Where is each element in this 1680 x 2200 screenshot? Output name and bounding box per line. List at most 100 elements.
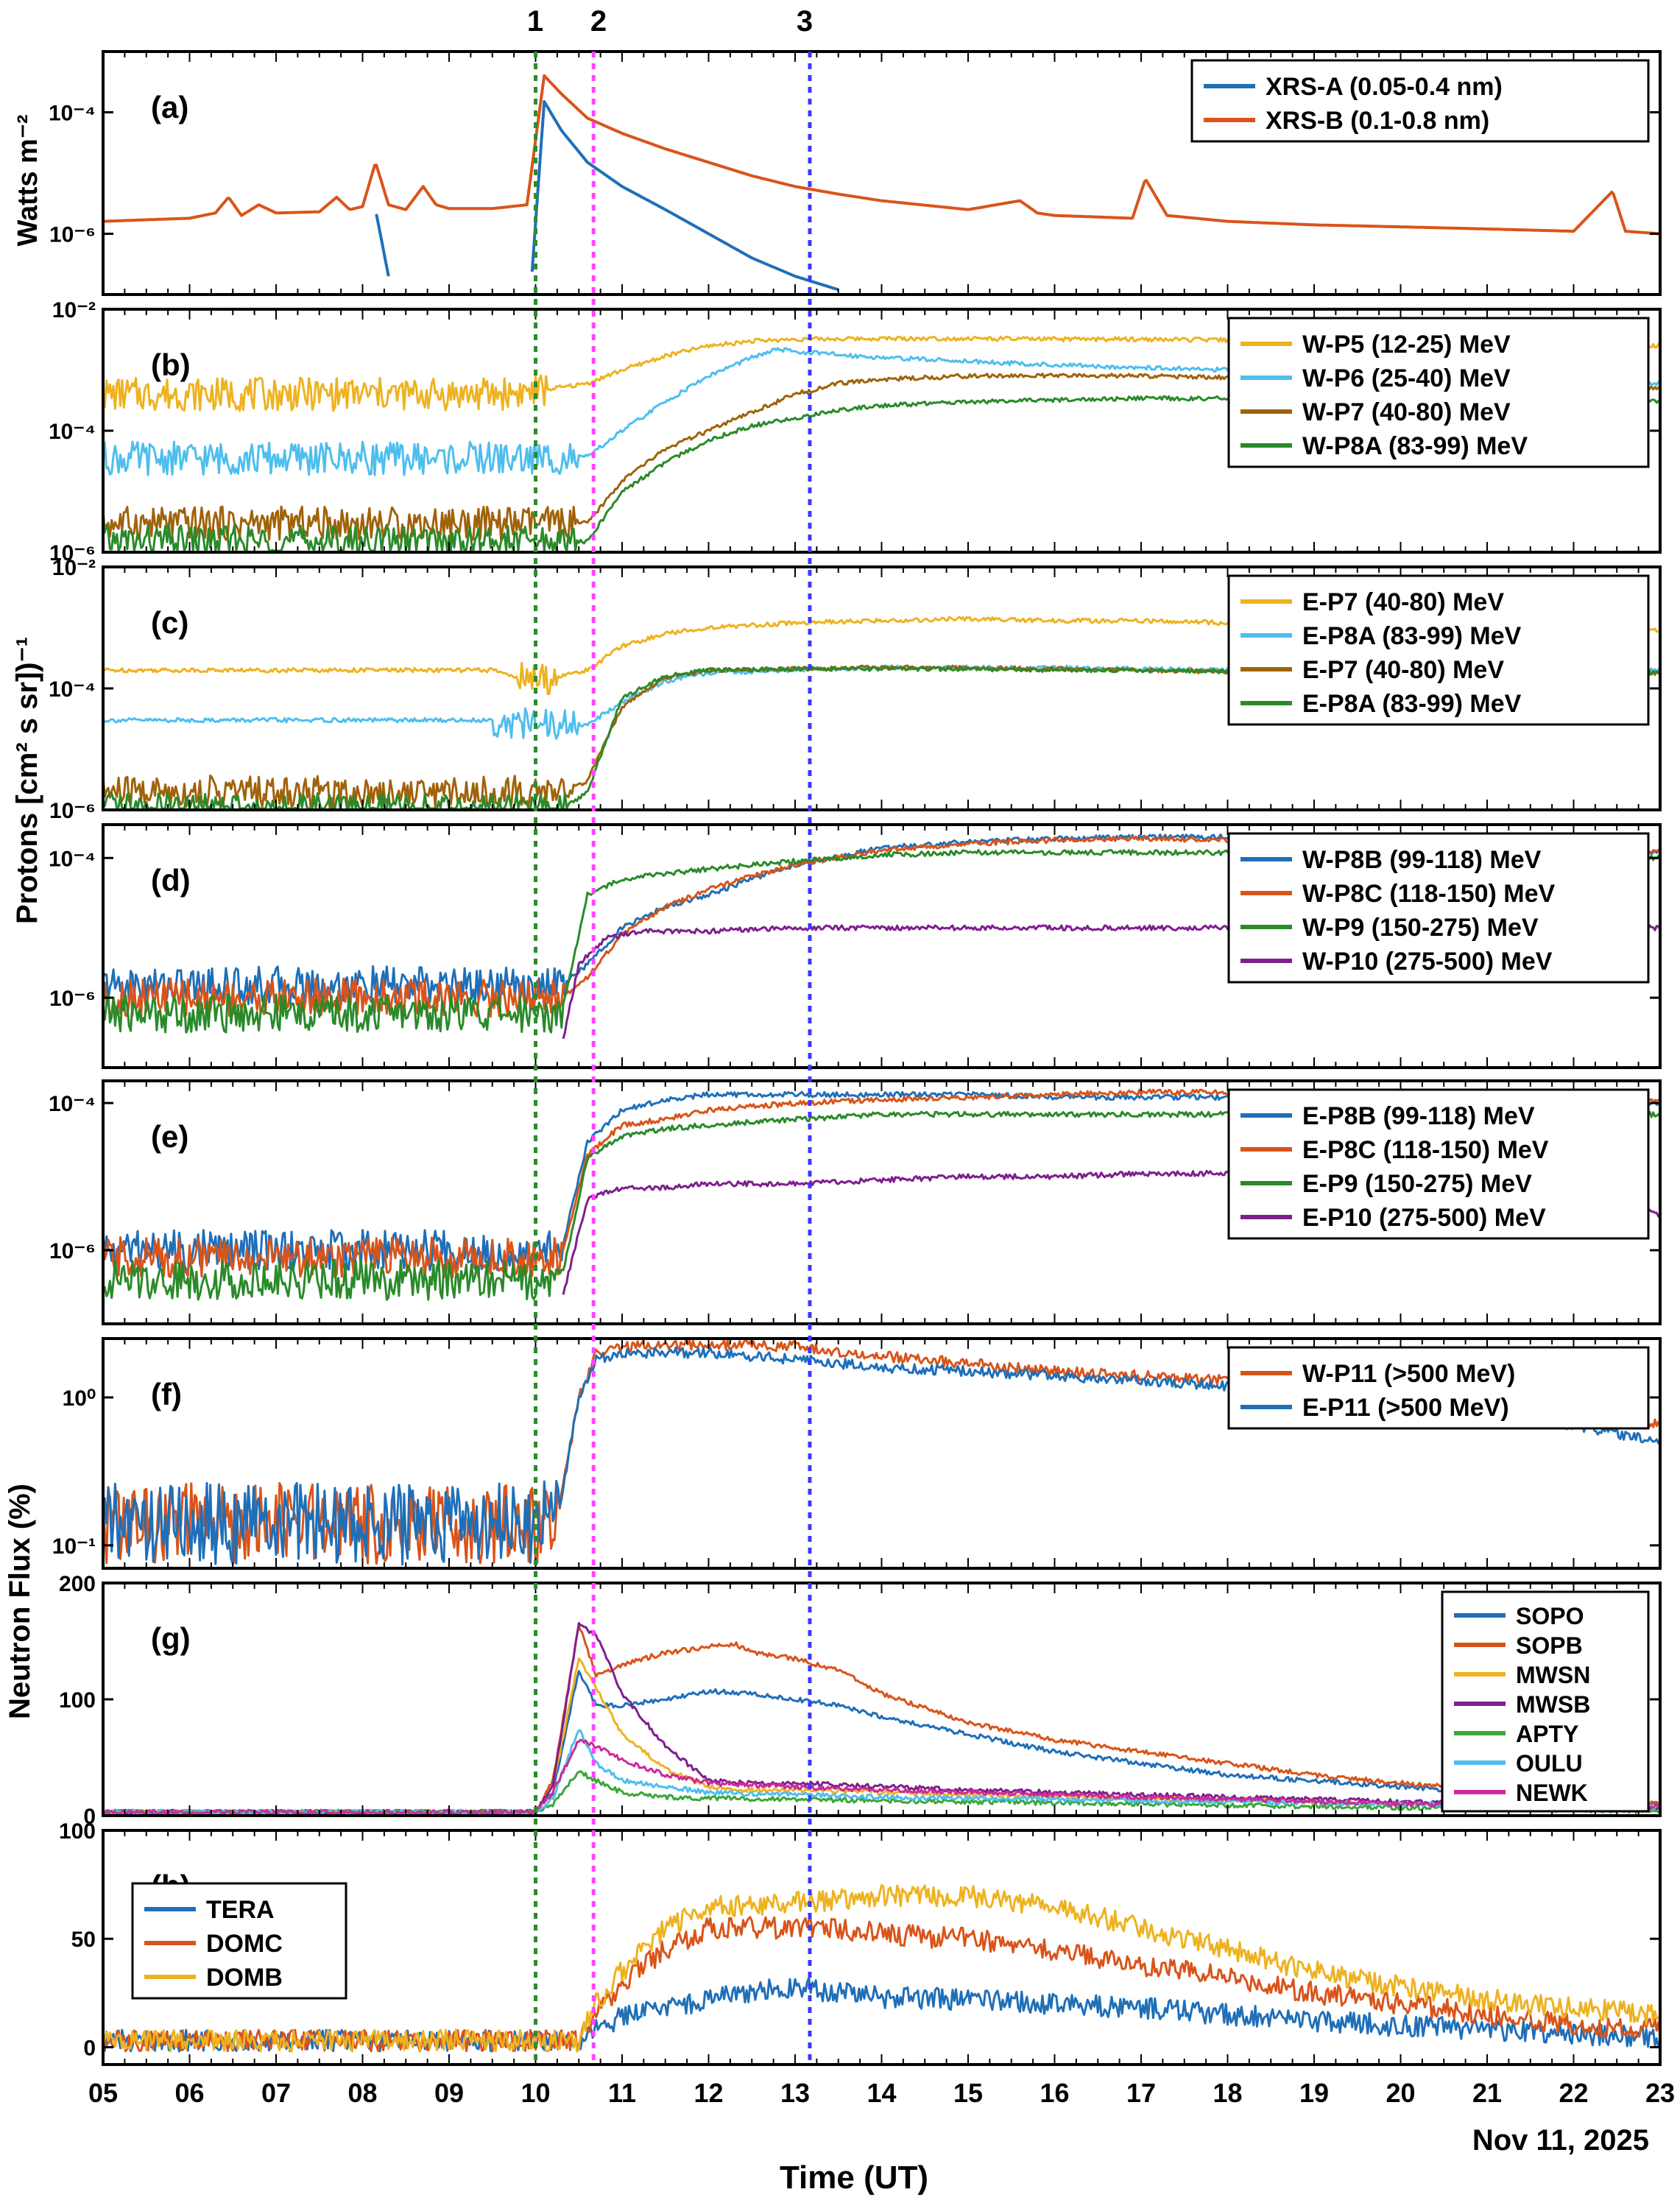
legend-label: XRS-B (0.1-0.8 nm) [1266, 107, 1489, 135]
legend-label: W-P7 (40-80) MeV [1302, 398, 1511, 426]
panel-d: 10⁻⁴ 10⁻⁶ (d) W-P8B (99-118) MeV W-P8C (118-… [49, 823, 1662, 1069]
legend-label: E-P8A (83-99) MeV [1302, 622, 1522, 650]
x-tick-label: 19 [1299, 2078, 1329, 2108]
panel-letter-b: (b) [151, 348, 191, 382]
x-axis: 05 06 07 08 09 10 11 12 13 14 15 16 17 18 19 20 21 22 23 [88, 2078, 1675, 2108]
x-tick-label: 05 [88, 2078, 118, 2108]
panel-a-ylabel: Watts m⁻² [13, 114, 43, 246]
legend-label: E-P7 (40-80) MeV [1302, 656, 1504, 684]
event-label-3: 3 [797, 5, 813, 38]
y-tick-label-c: 10⁻⁶ [49, 799, 96, 823]
legend-box [1227, 1346, 1650, 1430]
panel-letter-a: (a) [151, 90, 188, 124]
legend-label: E-P8A (83-99) MeV [1302, 690, 1522, 718]
event-label-1: 1 [527, 5, 543, 38]
y-tick-label-e: 10⁻⁴ [49, 1092, 96, 1116]
y-tick-label-h: 100 [59, 1819, 96, 1844]
x-tick-label: 08 [347, 2078, 377, 2108]
x-tick-label: 12 [693, 2078, 723, 2108]
x-tick-label: 23 [1645, 2078, 1675, 2108]
panel-e: 10⁻⁴ 10⁻⁶ (e) E-P8B (99-118) MeV E-P8C (118-… [49, 1079, 1662, 1325]
date-label: Nov 11, 2025 [1472, 2124, 1649, 2157]
event-marker-lines [534, 52, 812, 2065]
y-tick-label-e: 10⁻⁶ [49, 1239, 96, 1263]
legend-d: W-P8B (99-118) MeV W-P8C (118-150) MeV W-P… [1227, 832, 1650, 984]
x-tick-label: 11 [608, 2078, 636, 2108]
panel-frame-g [102, 1582, 1662, 1817]
legend-label: APTY [1516, 1721, 1578, 1747]
x-tick-label: 13 [780, 2078, 810, 2108]
y-tick-label-f: 10⁰ [63, 1386, 96, 1411]
y-tick-label-a: 10⁻⁶ [49, 223, 96, 247]
legend-label: E-P7 (40-80) MeV [1302, 588, 1504, 616]
x-tick-label: 14 [867, 2078, 896, 2108]
legend-box [1227, 832, 1650, 984]
legend-label: W-P8A (83-99) MeV [1302, 432, 1528, 460]
legend-label: DOMB [206, 1964, 283, 1992]
panel-letter-c: (c) [151, 605, 188, 640]
panel-letter-d: (d) [151, 863, 191, 898]
x-tick-label: 07 [261, 2078, 291, 2108]
y-tick-label-d: 10⁻⁶ [49, 987, 96, 1011]
x-tick-label: 16 [1040, 2078, 1069, 2108]
panel-letter-f: (f) [151, 1377, 182, 1411]
legend-label: W-P6 (25-40) MeV [1302, 364, 1511, 392]
x-tick-label: 22 [1559, 2078, 1588, 2108]
event-label-2: 2 [590, 5, 607, 38]
y-tick-label-g: 200 [59, 1572, 96, 1596]
y-tick-label-b: 10⁻⁴ [49, 420, 96, 444]
legend-label: W-P11 (>500 MeV) [1302, 1360, 1515, 1388]
y-tick-label-h: 50 [71, 1928, 96, 1952]
y-tick-label-h: 0 [83, 2036, 96, 2060]
legend-label: E-P8B (99-118) MeV [1302, 1102, 1535, 1130]
panel-a: 10⁻⁴ 10⁻⁶ (a) XRS-A (0.05-0.4 nm) XRS-B (0.1… [49, 50, 1662, 296]
panel-letter-e: (e) [151, 1119, 188, 1154]
y-tick-label-g: 100 [59, 1688, 96, 1713]
series-line-g-6 [102, 1738, 1661, 1816]
y-tick-label-a: 10⁻⁴ [49, 102, 96, 126]
legend-label: E-P10 (275-500) MeV [1302, 1204, 1546, 1232]
legend-label: NEWK [1516, 1780, 1588, 1806]
legend-label: W-P9 (150-275) MeV [1302, 914, 1539, 942]
legend-label: W-P8C (118-150) MeV [1302, 880, 1556, 908]
series-line-h-2 [102, 1883, 1662, 2053]
legend-box [1227, 317, 1650, 468]
panel-f: 10⁰ 10⁻¹ (f) W-P11 (>500 MeV) E-P11 (>500 Me… [52, 1337, 1662, 1570]
x-tick-label: 20 [1386, 2078, 1415, 2108]
legend-f: W-P11 (>500 MeV) E-P11 (>500 MeV) [1227, 1346, 1650, 1430]
legend-label: W-P5 (12-25) MeV [1302, 331, 1511, 359]
x-tick-label: 17 [1126, 2078, 1156, 2108]
legend-label: DOMC [206, 1930, 283, 1958]
x-tick-label: 18 [1213, 2078, 1242, 2108]
panels: 10⁻⁴ 10⁻⁶ (a) XRS-A (0.05-0.4 nm) XRS-B (0.1… [49, 50, 1662, 2066]
legend-label: OULU [1516, 1750, 1583, 1777]
legend-box [1227, 1088, 1650, 1240]
legend-e: E-P8B (99-118) MeV E-P8C (118-150) MeV E-P… [1227, 1088, 1650, 1240]
x-tick-label: 21 [1472, 2078, 1502, 2108]
y-tick-label-b: 10⁻² [52, 298, 96, 322]
y-tick-label-g: 0 [83, 1805, 96, 1829]
legend-box [1227, 574, 1650, 726]
legend-label: E-P8C (118-150) MeV [1302, 1136, 1549, 1164]
legend-label: TERA [206, 1896, 275, 1924]
y-tick-label-c: 10⁻² [52, 556, 96, 580]
panel-g: 200 100 0 (g) SOPO SOPB MWSN MWSB APTY OULU NEWK [59, 1572, 1662, 1829]
x-tick-label: 15 [953, 2078, 983, 2108]
x-tick-label: 10 [520, 2078, 550, 2108]
x-tick-label: 06 [174, 2078, 204, 2108]
x-axis-title: Time (UT) [780, 2160, 928, 2196]
legend-h: TERA DOMC DOMB [131, 1882, 347, 2000]
legend-label: SOPO [1516, 1603, 1584, 1629]
legend-label: MWSN [1516, 1662, 1590, 1688]
y-tick-label-f: 10⁻¹ [52, 1534, 96, 1559]
legend-a: XRS-A (0.05-0.4 nm) XRS-B (0.1-0.8 nm) [1190, 59, 1650, 143]
legend-label: MWSB [1516, 1691, 1590, 1718]
legend-b: W-P5 (12-25) MeV W-P6 (25-40) MeV W-P7 (40… [1227, 317, 1650, 468]
legend-c: E-P7 (40-80) MeV E-P8A (83-99) MeV E-P7 (4… [1227, 574, 1650, 726]
x-tick-label: 09 [434, 2078, 464, 2108]
legend-label: E-P9 (150-275) MeV [1302, 1170, 1532, 1198]
legend-label: E-P11 (>500 MeV) [1302, 1394, 1509, 1422]
legend-label: SOPB [1516, 1632, 1583, 1659]
